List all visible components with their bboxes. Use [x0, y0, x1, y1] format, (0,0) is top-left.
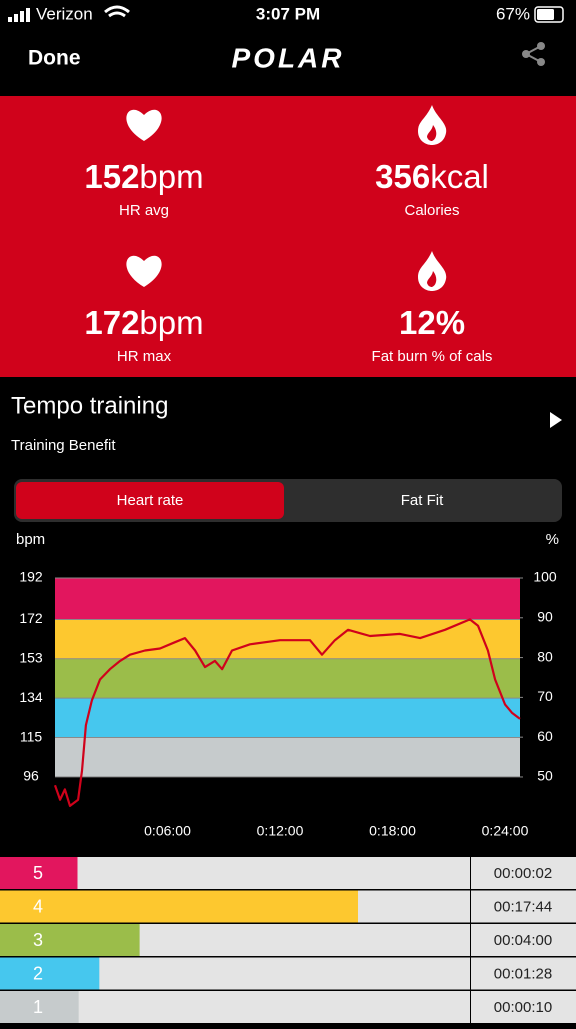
- y-tick-label: 172: [19, 610, 43, 626]
- stat-value: 12: [399, 304, 436, 341]
- done-button[interactable]: Done: [28, 47, 81, 70]
- zone-label-box: [0, 991, 76, 1023]
- battery-icon: [534, 6, 564, 23]
- flame-icon: [418, 105, 447, 145]
- y2-tick-label: 50: [537, 768, 553, 784]
- stat-value: 152: [84, 158, 139, 195]
- zone-label: 3: [33, 930, 43, 950]
- zone-label-box: [0, 890, 76, 923]
- zone-band: [55, 578, 520, 620]
- stat-unit: kcal: [430, 158, 489, 195]
- y2-tick-label: 80: [537, 648, 553, 664]
- stat-value: 356: [375, 158, 430, 195]
- stat-label: HR max: [117, 348, 172, 365]
- zone-time-cell: [471, 857, 576, 889]
- zone-label: 2: [33, 963, 43, 983]
- y-axis-label: bpm: [16, 531, 45, 548]
- zone-label-box: [0, 857, 76, 889]
- zone-bar: [76, 991, 79, 1023]
- zone-time-cell: [471, 957, 576, 990]
- zone-label: 4: [33, 896, 43, 916]
- zone-time-cell: [471, 924, 576, 956]
- stat-value-text: 12%: [399, 304, 465, 341]
- y2-tick-label: 90: [537, 608, 553, 624]
- stat-unit: bpm: [139, 304, 203, 341]
- zone-bar: [76, 924, 140, 956]
- zone-time: 00:17:44: [494, 898, 552, 915]
- battery-level: [537, 9, 554, 20]
- polar-logo: POLAR: [232, 42, 345, 73]
- x-tick-label: 0:24:00: [482, 823, 529, 839]
- x-tick-label: 0:18:00: [369, 823, 416, 839]
- tab-selected: [16, 482, 284, 519]
- zone-time-cell: [471, 890, 576, 923]
- zone-label: 5: [33, 863, 43, 883]
- y-tick-label: 192: [19, 569, 43, 585]
- stat-label: Fat burn % of cals: [372, 348, 493, 365]
- zone-track: [0, 857, 470, 889]
- training-subtitle: Training Benefit: [11, 437, 116, 454]
- stat-value-text: 356kcal: [375, 158, 489, 195]
- x-tick-label: 0:06:00: [144, 823, 191, 839]
- zone-label: 1: [33, 997, 43, 1017]
- zone-time: 00:00:02: [494, 865, 552, 882]
- wifi-icon: [104, 5, 130, 18]
- stat-value: 172: [84, 304, 139, 341]
- y-tick-label: 96: [23, 768, 39, 784]
- zone-band: [55, 698, 520, 738]
- stats-panel: [0, 96, 576, 377]
- zone-time: 00:04:00: [494, 932, 552, 949]
- training-title: Tempo training: [11, 392, 168, 419]
- stat-label: Calories: [404, 202, 459, 219]
- expand-arrow[interactable]: [550, 412, 562, 428]
- y-tick-label: 153: [19, 650, 43, 666]
- y2-tick-label: 60: [537, 728, 553, 744]
- y2-axis-label: %: [546, 531, 559, 548]
- y2-tick-label: 70: [537, 688, 553, 704]
- zone-time: 00:00:10: [494, 999, 552, 1016]
- flame-icon: [418, 251, 447, 291]
- heart-icon: [126, 109, 162, 141]
- zone-band: [55, 737, 520, 777]
- stat-value-text: 172bpm: [84, 304, 203, 341]
- y2-tick-label: 100: [533, 569, 557, 585]
- stat-unit: %: [436, 304, 465, 341]
- zone-bar: [76, 890, 358, 923]
- x-tick-label: 0:12:00: [257, 823, 304, 839]
- zone-label-box: [0, 957, 76, 990]
- heart-rate-line: [53, 618, 521, 807]
- share-button[interactable]: [522, 42, 545, 66]
- stat-value-text: 152bpm: [84, 158, 203, 195]
- zone-bar: [76, 857, 78, 889]
- y-tick-label: 134: [19, 689, 43, 705]
- zone-time-cell: [471, 991, 576, 1023]
- tab-label[interactable]: Fat Fit: [401, 492, 444, 509]
- clock: 3:07 PM: [256, 4, 320, 23]
- y-tick-label: 115: [20, 728, 43, 744]
- heart-icon: [126, 255, 162, 287]
- zone-band: [55, 658, 520, 699]
- zone-bar: [76, 957, 100, 990]
- zone-time: 00:01:28: [494, 965, 552, 982]
- stat-unit: bpm: [139, 158, 203, 195]
- stat-label: HR avg: [119, 202, 169, 219]
- tab-label[interactable]: Heart rate: [117, 492, 184, 509]
- battery-text: 67%: [496, 4, 530, 23]
- carrier: Verizon: [36, 4, 93, 23]
- zone-label-box: [0, 924, 76, 956]
- signal-icon: [8, 8, 30, 22]
